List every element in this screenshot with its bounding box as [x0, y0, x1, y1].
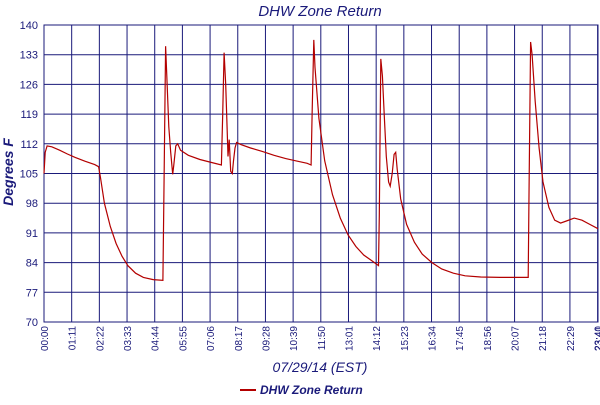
- x-tick-label: 10:39: [289, 326, 300, 351]
- x-tick-label: 22:29: [566, 326, 577, 351]
- x-tick-label: 02:22: [95, 326, 106, 351]
- x-tick-label: 05:55: [178, 326, 189, 351]
- y-tick-label: 84: [26, 258, 38, 270]
- x-tick-label: 15:23: [400, 326, 411, 351]
- y-tick-label: 98: [26, 198, 38, 210]
- chart-title: DHW Zone Return: [258, 3, 381, 20]
- y-tick-label: 133: [20, 50, 38, 62]
- x-tick-label: 01:11: [68, 326, 79, 351]
- x-tick-label: 08:17: [234, 326, 245, 351]
- x-tick-label: 09:28: [261, 326, 272, 351]
- x-tick-label: 07:06: [206, 326, 217, 351]
- y-tick-label: 112: [20, 139, 38, 151]
- x-tick-label: 23:40: [594, 326, 600, 351]
- series-line-dhw-zone-return: [43, 39, 599, 282]
- x-tick-label: 16:34: [428, 326, 439, 351]
- y-tick-label: 77: [26, 287, 38, 299]
- y-tick-label: 91: [26, 228, 38, 240]
- x-tick-label: 21:18: [538, 326, 549, 351]
- legend-label: DHW Zone Return: [260, 383, 363, 397]
- y-tick-label: 119: [20, 109, 38, 121]
- x-tick-label: 20:07: [511, 326, 522, 351]
- x-tick-label: 18:56: [483, 326, 494, 351]
- y-axis-ticks: 70 77 84 91 98 105 112 119 126 133 140: [20, 20, 38, 329]
- y-axis-label: Degrees F: [0, 138, 16, 206]
- x-tick-label: 00:00: [40, 326, 51, 351]
- x-tick-label: 17:45: [455, 326, 466, 351]
- y-tick-label: 140: [20, 20, 38, 32]
- x-axis-ticks: 00:00 01:11 02:22 03:33 04:44 05:55 07:06 08:17…: [40, 326, 600, 351]
- x-tick-label: 11:50: [317, 326, 328, 351]
- legend: DHW Zone Return: [240, 383, 363, 397]
- y-tick-label: 126: [20, 79, 38, 91]
- x-tick-label: 13:01: [344, 326, 355, 351]
- x-tick-label: 04:44: [151, 326, 162, 351]
- y-tick-label: 105: [20, 169, 38, 181]
- grid: [43, 24, 599, 323]
- x-tick-label: 14:12: [372, 326, 383, 351]
- x-tick-label: 23:41: [594, 326, 600, 351]
- x-tick-label: 03:33: [123, 326, 134, 351]
- y-tick-label: 70: [26, 317, 38, 329]
- x-axis-label: 07/29/14 (EST): [273, 359, 368, 375]
